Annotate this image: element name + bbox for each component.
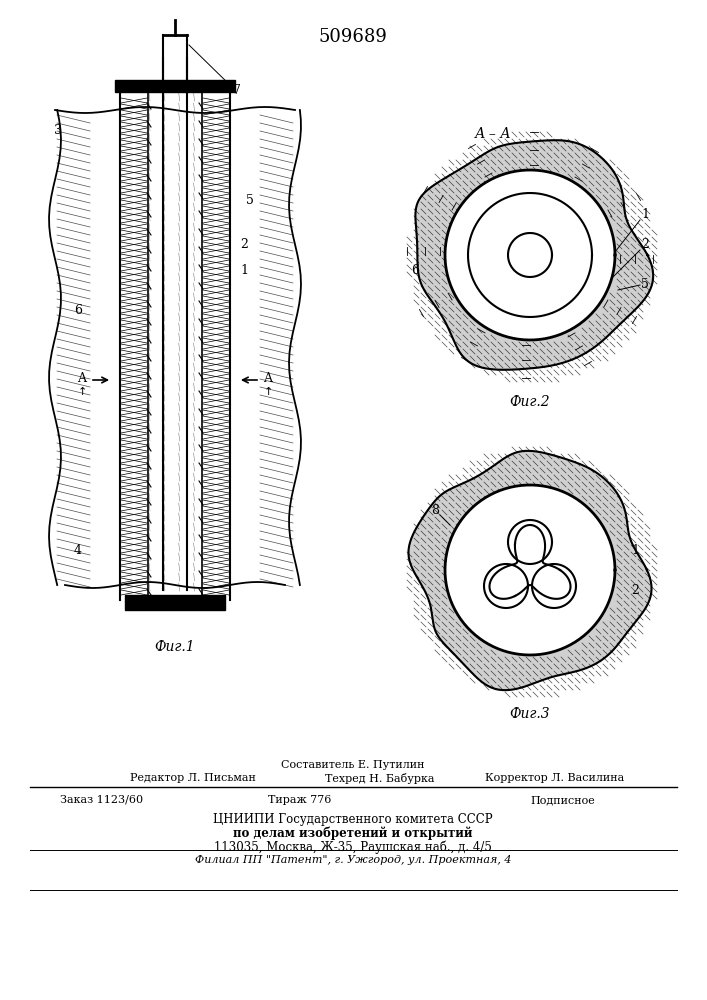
Bar [125,595,225,610]
Text: Подписное: Подписное [530,795,595,805]
Text: 1: 1 [631,544,639,556]
Text: 1: 1 [240,263,248,276]
Text: Корректор Л. Василина: Корректор Л. Василина [485,773,624,783]
Text: ↑: ↑ [263,387,273,397]
Text: Фиг.1: Фиг.1 [155,640,195,654]
Text: Фиг.2: Фиг.2 [510,395,550,409]
Text: 8: 8 [431,504,439,516]
Text: A: A [78,371,86,384]
Text: 6: 6 [411,263,419,276]
Text: Составитель Е. Путилин: Составитель Е. Путилин [281,760,425,770]
Polygon shape [508,233,552,277]
Text: 2: 2 [240,238,248,251]
Text: 2: 2 [631,584,639,596]
Text: 5: 5 [641,278,649,292]
Text: 5: 5 [246,194,254,207]
Text: Фиг.3: Фиг.3 [510,707,550,721]
Text: 4: 4 [74,544,82,556]
Text: 7: 7 [233,84,241,97]
Polygon shape [532,564,576,608]
Polygon shape [416,140,653,370]
Polygon shape [484,564,528,608]
Text: Редактор Л. Письман: Редактор Л. Письман [130,773,256,783]
Text: A: A [264,371,272,384]
Bar [115,80,235,92]
Text: Заказ 1123/60: Заказ 1123/60 [60,795,143,805]
Polygon shape [508,520,552,564]
Text: 509689: 509689 [319,28,387,46]
Text: Техред Н. Бабурка: Техред Н. Бабурка [325,773,435,784]
Polygon shape [409,451,652,690]
Text: 2: 2 [641,238,649,251]
Text: 6: 6 [74,304,82,316]
Text: Филиал ПП "Патент", г. Ужгород, ул. Проектная, 4: Филиал ПП "Патент", г. Ужгород, ул. Прое… [194,855,511,865]
Text: ЦНИИПИ Государственного комитета СССР: ЦНИИПИ Государственного комитета СССР [214,813,493,826]
Text: А – А: А – А [475,127,512,141]
Polygon shape [445,485,615,655]
Text: Тираж 776: Тираж 776 [269,795,332,805]
Text: 3: 3 [54,123,62,136]
Text: 113035, Москва, Ж-35, Раушская наб., д. 4/5: 113035, Москва, Ж-35, Раушская наб., д. … [214,841,492,854]
Text: ↑: ↑ [77,387,87,397]
Polygon shape [445,170,615,340]
Text: по делам изобретений и открытий: по делам изобретений и открытий [233,827,473,840]
Text: 1: 1 [641,209,649,222]
